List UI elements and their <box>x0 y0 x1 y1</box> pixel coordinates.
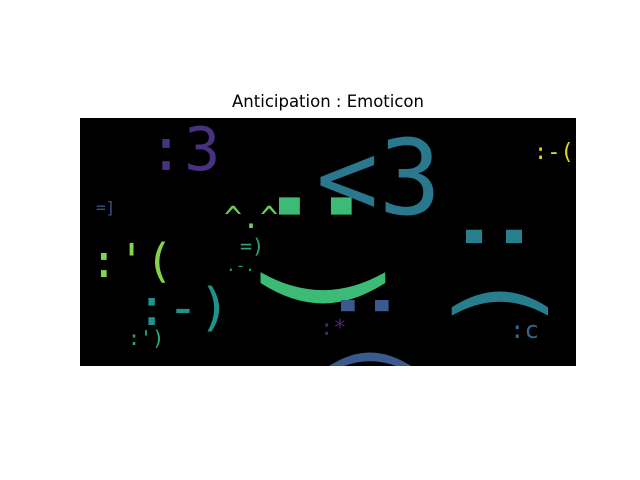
word-cloud-word: :-( <box>534 140 574 165</box>
word-cloud-word: :'( <box>90 234 174 288</box>
word-cloud-word: :* <box>320 316 347 341</box>
word-cloud-word: <3 <box>316 118 442 239</box>
word-cloud-word: :( <box>440 204 565 335</box>
word-cloud: :3:) <3:(:-(=] ^.^ =):'(:-) .-.:(:*:'):c <box>80 118 576 366</box>
word-cloud-word: :c <box>510 316 539 344</box>
word-cloud-word: .-. <box>226 256 255 275</box>
word-cloud-word: :3 <box>148 118 221 185</box>
word-cloud-word: :') <box>128 326 165 350</box>
chart-title: Anticipation : Emoticon <box>232 92 424 111</box>
word-cloud-word: =] <box>96 198 116 217</box>
word-cloud-word: :-) <box>136 278 230 338</box>
word-cloud-word: =) <box>240 234 265 258</box>
word-cloud-word: ^.^ <box>224 201 279 236</box>
